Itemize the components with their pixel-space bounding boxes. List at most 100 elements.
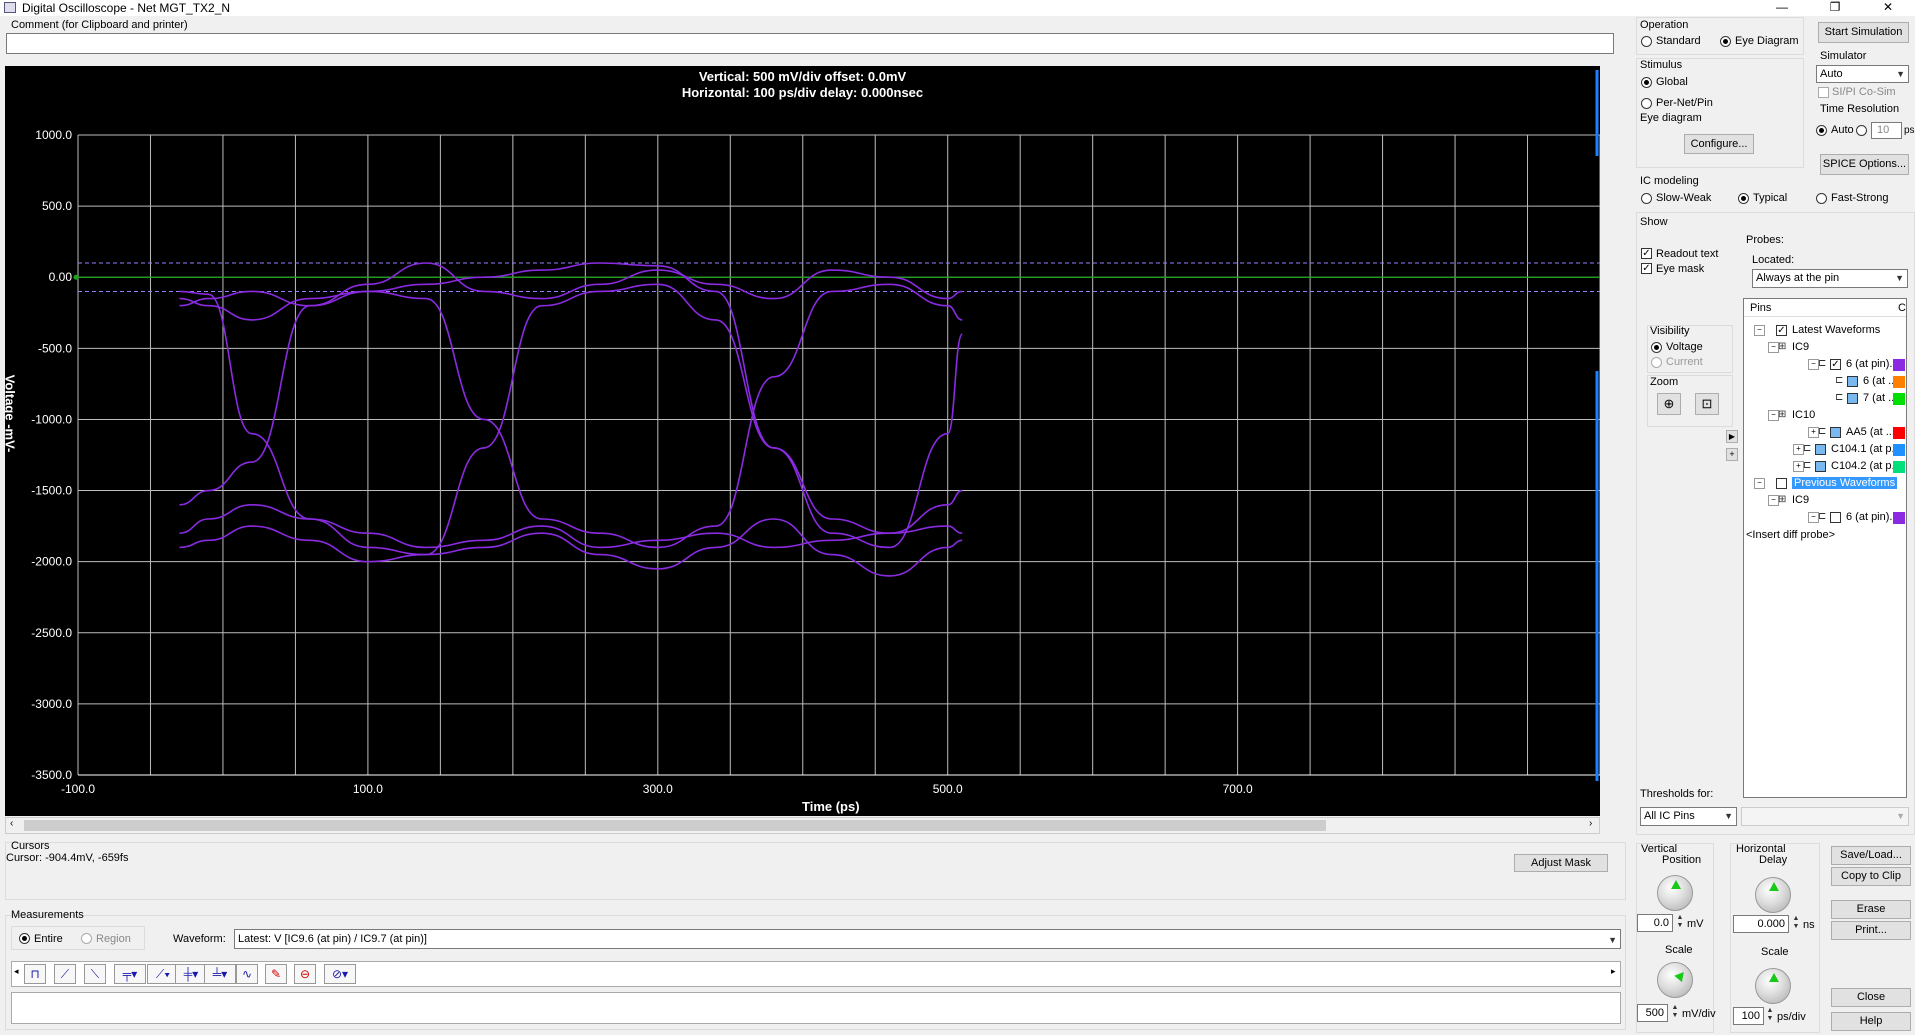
located-select[interactable]: Always at the pin ▼	[1752, 269, 1908, 288]
tree-row[interactable]: − ✓ Latest Waveforms	[1744, 323, 1906, 339]
copy-to-clip-button[interactable]: Copy to Clip	[1831, 867, 1911, 886]
vertical-position-knob[interactable]	[1657, 875, 1693, 911]
spice-options-button[interactable]: SPICE Options...	[1820, 154, 1909, 175]
expand-icon[interactable]: +	[1793, 461, 1804, 472]
current-radio[interactable]	[1651, 357, 1662, 368]
print-button[interactable]: Print...	[1831, 921, 1911, 940]
toolbar-scroll-right-icon[interactable]: ▸	[1611, 966, 1616, 976]
save-load-button[interactable]: Save/Load...	[1831, 846, 1911, 865]
color-swatch[interactable]	[1893, 444, 1905, 456]
close-button[interactable]: Close	[1831, 988, 1911, 1007]
erase-button[interactable]: Erase	[1831, 900, 1911, 919]
start-simulation-button[interactable]: Start Simulation	[1818, 22, 1909, 43]
time-res-input[interactable]: 10	[1871, 122, 1902, 139]
horizontal-delay-spinner[interactable]: ▲ ▼	[1792, 915, 1800, 930]
collapse-icon[interactable]: −	[1768, 495, 1779, 506]
typical-radio[interactable]	[1738, 193, 1749, 204]
tree-row[interactable]: − ⊏ ✓ 6 (at pin)...	[1744, 357, 1906, 373]
entire-radio[interactable]	[19, 933, 30, 944]
zoom-in-icon[interactable]: ⊕	[1657, 393, 1681, 415]
voltage-radio[interactable]	[1651, 342, 1662, 353]
expand-arrow-icon[interactable]: ▶	[1726, 430, 1738, 443]
vertical-position-spinner[interactable]: ▲ ▼	[1676, 914, 1684, 929]
tree-checkbox[interactable]	[1830, 512, 1841, 523]
expand-icon[interactable]: +	[1793, 444, 1804, 455]
expand-icon[interactable]: +	[1808, 427, 1819, 438]
per-net-radio[interactable]	[1641, 98, 1652, 109]
color-swatch[interactable]	[1893, 461, 1905, 473]
tree-row[interactable]: ⊏ 7 (at ...	[1744, 391, 1906, 407]
simulator-select[interactable]: Auto ▼	[1816, 65, 1909, 83]
configure-button[interactable]: Configure...	[1684, 134, 1754, 154]
tree-row[interactable]: − Previous Waveforms	[1744, 476, 1906, 492]
readout-text-checkbox[interactable]: ✓	[1641, 248, 1652, 259]
thresholds-select[interactable]: All IC Pins ▼	[1640, 807, 1737, 826]
tree-row[interactable]: + ⊏ AA5 (at ...	[1744, 425, 1906, 441]
tree-checkbox[interactable]	[1830, 427, 1841, 438]
toolbar-scroll-left-icon[interactable]: ◂	[14, 966, 19, 976]
overshoot-icon[interactable]: ∿	[236, 964, 258, 984]
color-swatch[interactable]	[1893, 512, 1905, 524]
collapse-icon[interactable]: −	[1808, 359, 1819, 370]
color-swatch[interactable]	[1893, 427, 1905, 439]
marker-icon[interactable]: ✎	[265, 964, 287, 984]
tree-row[interactable]: ⊏ 6 (at ...	[1744, 374, 1906, 390]
vertical-position-input[interactable]: 0.0	[1637, 914, 1673, 932]
eye-width-icon[interactable]: ⊘▾	[324, 964, 356, 984]
time-res-auto-radio[interactable]	[1816, 125, 1827, 136]
time-res-manual-radio[interactable]	[1856, 125, 1867, 136]
vertical-scale-input[interactable]: 500	[1637, 1004, 1668, 1022]
threshold-measure-icon[interactable]: ╪▾	[175, 964, 207, 984]
scope-scrollbar[interactable]: ‹ ›	[5, 817, 1600, 834]
scroll-right-icon[interactable]: ›	[1589, 818, 1593, 829]
scroll-left-icon[interactable]: ‹	[10, 818, 14, 829]
horizontal-scale-knob[interactable]	[1755, 968, 1791, 1004]
eye-opening-icon[interactable]: ⊖	[294, 964, 316, 984]
add-probe-icon[interactable]: +	[1726, 448, 1738, 461]
collapse-icon[interactable]: −	[1754, 325, 1765, 336]
adjust-mask-button[interactable]: Adjust Mask	[1514, 854, 1608, 872]
maximize-icon[interactable]: ❐	[1829, 0, 1841, 14]
fast-strong-radio[interactable]	[1816, 193, 1827, 204]
horizontal-scale-input[interactable]: 100	[1733, 1007, 1764, 1025]
fall-time-icon[interactable]: ⟍	[84, 964, 106, 984]
thresholds-secondary-select[interactable]: ▼	[1741, 807, 1909, 826]
eye-diagram-radio[interactable]	[1720, 36, 1731, 47]
collapse-icon[interactable]: −	[1808, 512, 1819, 523]
tree-checkbox[interactable]: ✓	[1776, 325, 1787, 336]
tree-row[interactable]: − ⊞ IC10	[1744, 408, 1906, 424]
tree-row[interactable]: <Insert diff probe>	[1744, 528, 1906, 544]
zoom-fit-icon[interactable]: ⊡	[1695, 393, 1719, 415]
slow-weak-radio[interactable]	[1641, 193, 1652, 204]
delay-measure-icon[interactable]: ╧▾	[204, 964, 236, 984]
period-measure-icon[interactable]: ⊓	[24, 964, 46, 984]
region-radio[interactable]	[81, 933, 92, 944]
tree-row[interactable]: − ⊞ IC9	[1744, 340, 1906, 356]
tree-checkbox[interactable]	[1776, 478, 1787, 489]
collapse-icon[interactable]: −	[1768, 342, 1779, 353]
pins-tree[interactable]: Pins C − ✓ Latest Waveforms − ⊞ IC9− ⊏ ✓ 6 (at p…	[1743, 298, 1907, 798]
vertical-scale-knob[interactable]	[1657, 962, 1693, 998]
waveform-select[interactable]: Latest: V [IC9.6 (at pin) / IC9.7 (at pi…	[234, 929, 1621, 949]
horizontal-scale-spinner[interactable]: ▲ ▼	[1766, 1007, 1774, 1022]
help-button[interactable]: Help	[1831, 1012, 1911, 1031]
scrollbar-thumb[interactable]	[24, 820, 1326, 831]
cosim-checkbox[interactable]	[1818, 87, 1829, 98]
tree-row[interactable]: + ⊏ C104.2 (at p...	[1744, 459, 1906, 475]
tree-checkbox[interactable]: ✓	[1830, 359, 1841, 370]
tree-row[interactable]: − ⊏ 6 (at pin)...	[1744, 510, 1906, 526]
standard-radio[interactable]	[1641, 36, 1652, 47]
color-swatch[interactable]	[1893, 359, 1905, 371]
tree-row[interactable]: + ⊏ C104.1 (at p...	[1744, 442, 1906, 458]
rise-time-icon[interactable]: ⟋	[54, 964, 76, 984]
tree-checkbox[interactable]	[1847, 393, 1858, 404]
high-level-icon[interactable]: ╤▾	[114, 964, 146, 984]
color-swatch[interactable]	[1893, 376, 1905, 388]
tree-checkbox[interactable]	[1847, 376, 1858, 387]
tree-checkbox[interactable]	[1815, 461, 1826, 472]
horizontal-delay-knob[interactable]	[1755, 877, 1791, 913]
global-radio[interactable]	[1641, 77, 1652, 88]
color-swatch[interactable]	[1893, 393, 1905, 405]
eye-mask-checkbox[interactable]: ✓	[1641, 263, 1652, 274]
horizontal-delay-input[interactable]: 0.000	[1733, 915, 1789, 933]
